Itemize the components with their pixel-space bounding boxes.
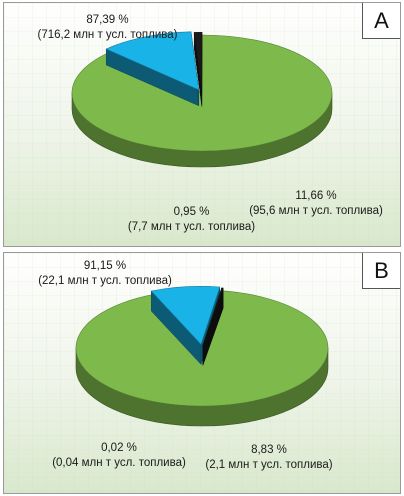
- b-slice-top-blue: [150, 286, 221, 345]
- slice-percent-a-green: 87,39 %: [86, 14, 129, 26]
- b-slice-black: [202, 287, 224, 366]
- slice-label-b-black: 0,02 % (0,04 млн т усл. топлива): [39, 441, 199, 471]
- slice-percent-b-green: 91,15 %: [83, 260, 127, 272]
- panel-a: A 87,39 % (716,2 млн т усл. топлива) 11,…: [3, 2, 401, 247]
- slice-amount-b-black: (0,04 млн т усл. топлива): [52, 457, 186, 469]
- a-slice-top-blue: [105, 31, 200, 91]
- b-slice-top-black: [202, 287, 224, 346]
- panel-b: B 91,15 % (22,1 млн т усл. топлива) 8,83…: [3, 252, 401, 494]
- slice-amount-a-green: (716,2 млн т усл. топлива): [37, 29, 178, 41]
- slice-label-a-black: 0,95 % (7,7 млн т усл. топлива): [109, 205, 274, 235]
- slice-percent-a-black: 0,95 %: [173, 206, 210, 218]
- slice-amount-b-blue: (2,1 млн т усл. топлива): [205, 459, 333, 471]
- a-slice-top-green: [71, 34, 333, 152]
- slice-amount-a-blue: (95,6 млн т усл. топлива): [249, 205, 383, 217]
- pie-chart-a: [4, 3, 400, 246]
- a-slice-blue: [105, 31, 200, 107]
- slice-percent-a-blue: 11,66 %: [295, 190, 337, 202]
- a-slice-top-black: [193, 32, 203, 91]
- panel-a-badge: A: [362, 3, 400, 39]
- slice-label-a-green: 87,39 % (716,2 млн т усл. топлива): [10, 13, 205, 43]
- slice-label-a-blue: 11,66 % (95,6 млн т усл. топлива): [236, 189, 396, 219]
- slice-percent-b-blue: 8,83 %: [251, 444, 287, 456]
- a-slice-black: [193, 32, 203, 107]
- slice-amount-a-black: (7,7 млн т усл. топлива): [127, 221, 256, 233]
- slice-label-b-green: 91,15 % (22,1 млн т усл. топлива): [10, 259, 200, 289]
- slice-label-b-blue: 8,83 % (2,1 млн т усл. топлива): [194, 443, 344, 473]
- pie-chart-b: [4, 253, 400, 493]
- panel-b-badge: B: [362, 253, 400, 289]
- slice-percent-b-black: 0,02 %: [101, 442, 137, 454]
- slice-amount-b-green: (22,1 млн т усл. топлива): [38, 275, 172, 287]
